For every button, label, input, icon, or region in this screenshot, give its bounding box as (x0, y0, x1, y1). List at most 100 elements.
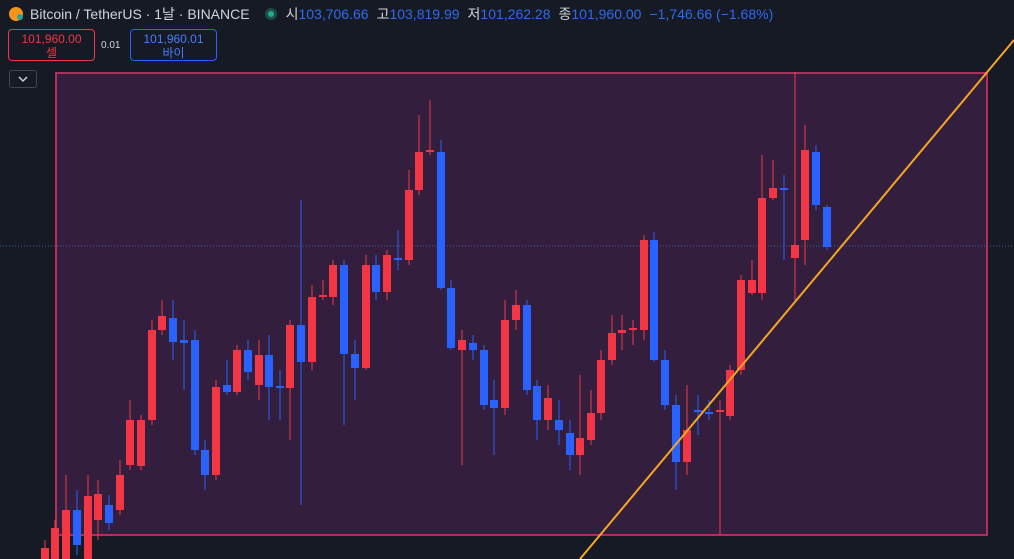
candle-body (180, 340, 188, 343)
candle-body (148, 330, 156, 420)
candle-body (169, 318, 177, 342)
candle-body (748, 280, 756, 293)
sell-price: 101,960.00 (21, 32, 82, 46)
candle-body (716, 410, 724, 412)
header: Bitcoin / TetherUS · 1날 · BINANCE 시 103,7… (8, 4, 773, 24)
ohlc-key: 종 (558, 6, 572, 22)
spread: 0.01 (101, 40, 121, 51)
candle-body (640, 240, 648, 330)
candle-body (362, 265, 370, 368)
candle-body (223, 385, 231, 392)
candle-body (512, 305, 520, 320)
candle-body (437, 152, 445, 288)
candle-body (683, 430, 691, 462)
sell-button[interactable]: 101,960.00 셀 (8, 29, 95, 61)
candle-body (94, 494, 102, 520)
candle-body (212, 387, 220, 475)
buy-price: 101,960.01 (143, 32, 204, 46)
candle-body (405, 190, 413, 260)
sell-label: 셀 (45, 46, 58, 60)
candle-body (533, 386, 541, 420)
ohlc-key: 저 (467, 6, 481, 22)
candle-body (576, 438, 584, 455)
candle-body (297, 325, 305, 362)
candle-body (137, 420, 145, 466)
candle-body (255, 355, 263, 385)
candle-body (308, 297, 316, 362)
candle-body (415, 152, 423, 190)
candle-body (769, 188, 777, 198)
candle-body (544, 398, 552, 420)
candle-body (587, 413, 595, 440)
candle-body (823, 207, 831, 247)
candle-body (351, 354, 359, 368)
candle-body (812, 152, 820, 205)
candle-body (597, 360, 605, 413)
candle-body (469, 343, 477, 350)
coin-icon (9, 7, 23, 21)
candle-body (523, 305, 531, 390)
ohlc-key: 시 (285, 6, 299, 22)
candles (41, 72, 831, 559)
candle-body (501, 320, 509, 408)
candle-body (629, 328, 637, 330)
candle-body (383, 255, 391, 292)
candle-body (447, 288, 455, 348)
candle-body (62, 510, 70, 559)
candle-body (694, 410, 702, 412)
candle-body (490, 400, 498, 408)
candle-body (672, 405, 680, 462)
buy-label: 바이 (162, 46, 185, 60)
candle-body (265, 355, 273, 387)
candle-body (480, 350, 488, 405)
candle-body (73, 510, 81, 545)
rectangle-drawing[interactable] (55, 72, 988, 536)
candle-body (555, 420, 563, 430)
ohlc-value: 101,960.00 (571, 6, 642, 22)
candle-body (126, 420, 134, 465)
candle-body (340, 265, 348, 354)
candle-body (319, 295, 327, 297)
collapse-button[interactable] (9, 70, 37, 88)
candle-body (791, 245, 799, 258)
ohlc-value: 103,819.99 (389, 6, 460, 22)
candle-body (705, 412, 713, 414)
candle-body (650, 240, 658, 360)
candle-body (191, 340, 199, 450)
candle-body (244, 350, 252, 372)
status-dot (264, 8, 277, 20)
candle-body (566, 433, 574, 455)
candle-body (51, 528, 59, 559)
chevron (18, 76, 28, 83)
symbol[interactable]: Bitcoin / TetherUS · 1날 · BINANCE (30, 6, 250, 22)
trend-line[interactable] (579, 39, 1014, 559)
candle-body (758, 198, 766, 293)
candle-body (458, 340, 466, 350)
candle-body (105, 505, 113, 523)
ohlc-value: 103,706.66 (298, 6, 369, 22)
candle-body (780, 188, 788, 190)
ohlc-key: 고 (376, 6, 390, 22)
candle-body (801, 150, 809, 240)
candle-body (618, 330, 626, 333)
candle-body (286, 325, 294, 388)
candle-body (233, 350, 241, 392)
change: −1,746.66 (−1.68%) (649, 6, 774, 22)
ohlc-value: 101,262.28 (480, 6, 551, 22)
candle-body (158, 316, 166, 330)
candle-body (372, 265, 380, 292)
candle-body (41, 548, 49, 559)
buy-button[interactable]: 101,960.01 바이 (130, 29, 217, 61)
candle-body (661, 360, 669, 405)
candle-body (726, 370, 734, 416)
candle-body (608, 333, 616, 360)
candle-body (276, 386, 284, 388)
candle-body (201, 450, 209, 475)
candle-body (329, 265, 337, 297)
candle-body (426, 150, 434, 152)
candle-body (116, 475, 124, 510)
candle-body (84, 496, 92, 559)
candle-body (394, 258, 402, 260)
